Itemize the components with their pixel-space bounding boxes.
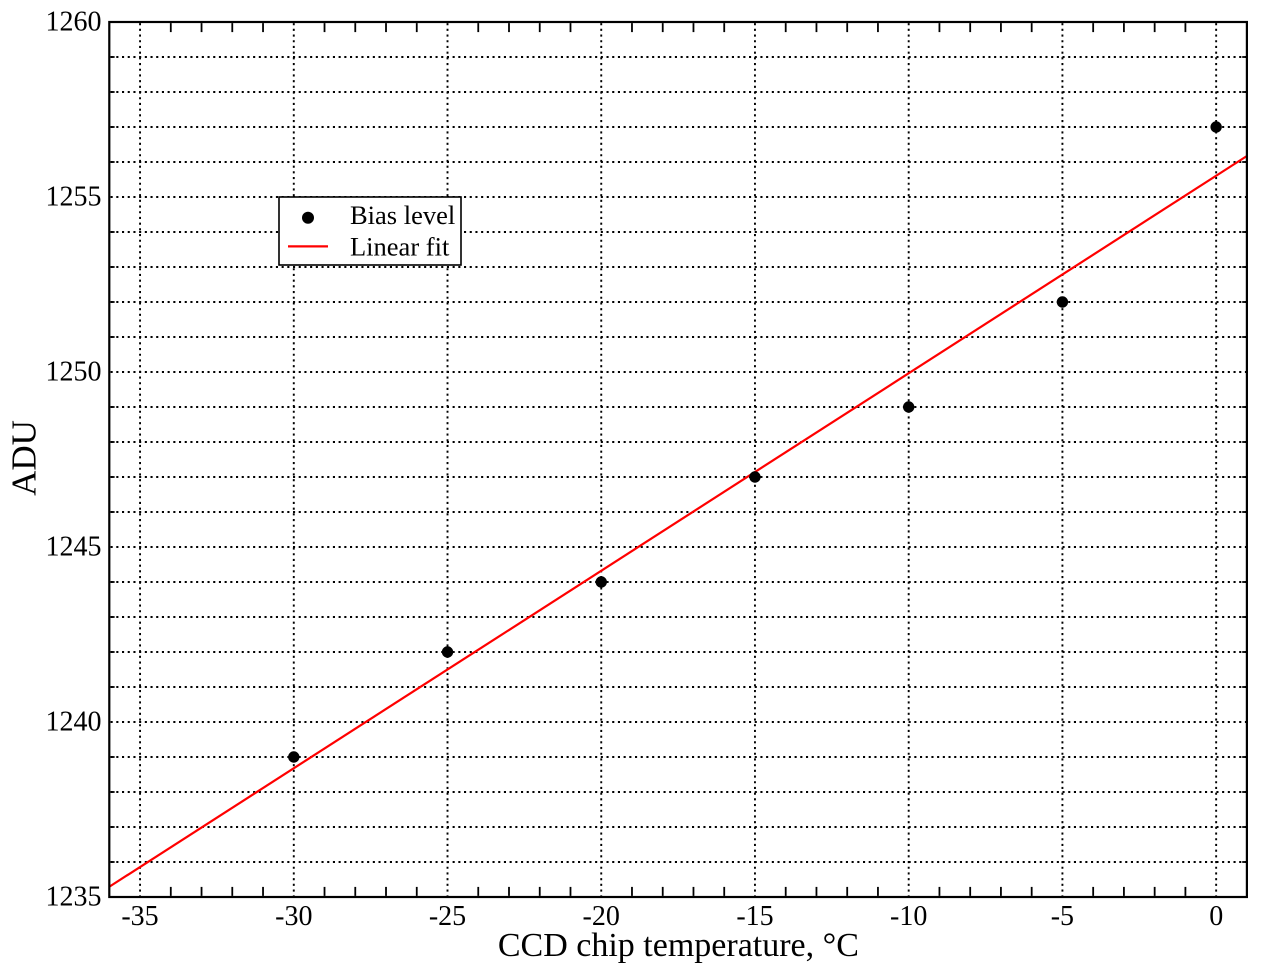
svg-text:0: 0 [1209, 901, 1223, 932]
svg-text:-15: -15 [736, 901, 773, 932]
svg-text:1240: 1240 [46, 706, 102, 737]
svg-text:1255: 1255 [46, 181, 102, 212]
svg-text:1245: 1245 [46, 531, 102, 562]
svg-text:1250: 1250 [46, 356, 102, 387]
svg-text:1260: 1260 [46, 6, 102, 37]
svg-text:-5: -5 [1051, 901, 1074, 932]
svg-text:-20: -20 [583, 901, 620, 932]
svg-text:-25: -25 [429, 901, 466, 932]
svg-text:Bias level: Bias level [350, 200, 455, 230]
svg-text:ADU: ADU [5, 420, 44, 496]
svg-text:CCD chip temperature, °C: CCD chip temperature, °C [498, 927, 859, 964]
svg-text:1235: 1235 [46, 881, 102, 912]
svg-text:-35: -35 [121, 901, 158, 932]
svg-text:-30: -30 [275, 901, 312, 932]
svg-text:-10: -10 [890, 901, 927, 932]
svg-text:Linear fit: Linear fit [350, 232, 450, 262]
